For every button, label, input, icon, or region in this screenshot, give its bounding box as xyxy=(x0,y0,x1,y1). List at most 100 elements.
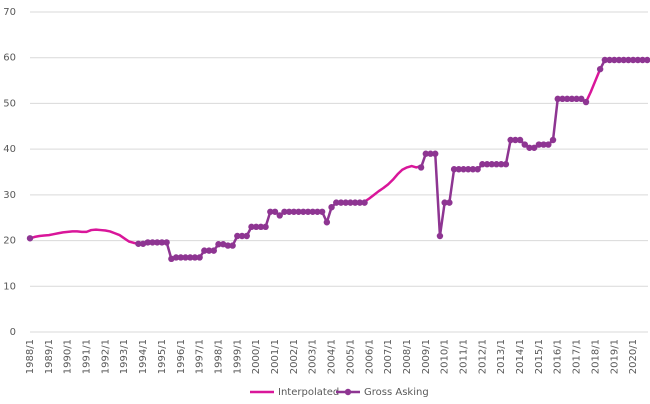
data-point xyxy=(549,136,557,144)
data-point xyxy=(498,161,505,168)
x-tick-label: 1990/1 xyxy=(63,339,74,374)
data-point xyxy=(309,208,316,215)
data-point xyxy=(488,161,495,168)
data-point xyxy=(337,199,345,206)
x-tick-label: 2013/1 xyxy=(496,339,507,374)
data-point xyxy=(427,150,434,157)
data-point xyxy=(318,208,326,215)
data-point xyxy=(620,56,627,64)
data-point xyxy=(521,141,528,148)
data-point xyxy=(271,208,279,215)
data-point xyxy=(436,232,444,240)
data-point xyxy=(215,241,222,248)
data-point xyxy=(149,239,156,246)
data-point xyxy=(450,166,458,173)
data-point xyxy=(267,208,274,215)
x-tick-label: 2001/1 xyxy=(270,339,281,374)
data-point xyxy=(568,95,576,103)
data-point xyxy=(479,161,486,168)
x-tick-label: 1994/1 xyxy=(138,339,149,374)
data-point xyxy=(578,95,585,103)
data-point xyxy=(243,232,250,240)
data-point xyxy=(601,56,609,64)
data-point xyxy=(323,219,331,226)
x-tick-label: 2008/1 xyxy=(402,339,413,374)
data-point xyxy=(446,199,453,206)
x-tick-label: 1991/1 xyxy=(82,339,93,374)
x-tick-label: 1998/1 xyxy=(213,339,224,374)
data-point xyxy=(196,254,203,261)
data-point xyxy=(328,204,335,211)
data-point xyxy=(201,247,208,254)
data-point xyxy=(545,141,552,148)
data-point xyxy=(224,242,232,249)
y-tick-label: 60 xyxy=(3,53,16,64)
data-point xyxy=(493,161,500,168)
data-point xyxy=(210,247,217,254)
data-point xyxy=(26,235,34,242)
data-point xyxy=(300,208,307,215)
data-point xyxy=(304,208,312,215)
data-point xyxy=(455,166,462,173)
data-point xyxy=(526,144,533,151)
data-point xyxy=(502,161,510,168)
y-tick-label: 50 xyxy=(3,98,16,109)
data-point xyxy=(596,65,604,73)
data-point xyxy=(563,95,571,103)
series-line xyxy=(29,68,602,246)
legend-item: Interpolated xyxy=(250,387,339,398)
data-point xyxy=(333,199,340,206)
x-tick-label: 2015/1 xyxy=(534,339,545,374)
x-tick-label: 2009/1 xyxy=(421,339,432,374)
data-point xyxy=(644,56,650,64)
x-tick-label: 2003/1 xyxy=(308,339,319,374)
data-point xyxy=(530,144,538,151)
x-tick-label: 2016/1 xyxy=(553,339,564,374)
data-point xyxy=(417,164,425,171)
x-tick-label: 2011/1 xyxy=(459,339,470,374)
y-tick-label: 0 xyxy=(10,327,16,338)
data-point xyxy=(625,56,632,64)
data-point xyxy=(290,208,298,215)
data-point xyxy=(422,150,430,157)
series-line xyxy=(138,58,648,261)
data-point xyxy=(582,98,590,106)
data-point xyxy=(634,56,642,64)
data-point xyxy=(144,239,151,246)
y-tick-label: 40 xyxy=(3,144,16,155)
legend-marker xyxy=(344,388,352,396)
data-point xyxy=(559,95,566,103)
x-tick-label: 1993/1 xyxy=(119,339,130,374)
data-point xyxy=(507,136,514,144)
data-point xyxy=(611,56,618,64)
data-point xyxy=(469,166,477,173)
data-point xyxy=(573,95,580,103)
legend-label: Interpolated xyxy=(278,387,339,398)
y-tick-label: 70 xyxy=(3,7,16,18)
data-point xyxy=(238,232,246,240)
data-point xyxy=(158,239,166,246)
x-tick-label: 1999/1 xyxy=(232,339,243,374)
x-tick-label: 2005/1 xyxy=(345,339,356,374)
data-point xyxy=(465,166,472,173)
data-point xyxy=(483,161,491,168)
x-tick-label: 2006/1 xyxy=(364,339,375,374)
data-point xyxy=(172,254,180,261)
data-point xyxy=(229,242,236,249)
data-point xyxy=(281,208,288,215)
data-point xyxy=(535,141,543,148)
x-tick-label: 1997/1 xyxy=(195,339,206,374)
data-point xyxy=(252,223,260,231)
data-point xyxy=(257,223,265,231)
y-tick-label: 10 xyxy=(3,281,16,292)
x-tick-label: 1996/1 xyxy=(176,339,187,374)
data-point xyxy=(460,166,467,173)
data-point xyxy=(351,199,359,206)
x-tick-label: 1988/1 xyxy=(25,339,36,374)
data-point xyxy=(276,212,283,219)
data-point xyxy=(154,239,161,246)
data-point xyxy=(342,199,349,206)
legend-item: Gross Asking xyxy=(336,387,429,398)
data-point xyxy=(615,56,623,64)
x-tick-label: 2012/1 xyxy=(477,339,488,374)
